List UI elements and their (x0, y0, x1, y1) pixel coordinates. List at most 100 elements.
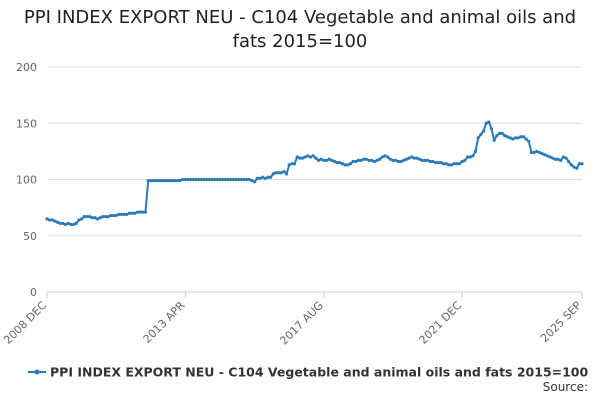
point (141, 210, 145, 214)
point (69, 222, 73, 227)
point (505, 135, 510, 139)
point (231, 177, 235, 182)
point (473, 149, 478, 153)
point (287, 163, 291, 167)
point (457, 162, 462, 166)
point (119, 212, 124, 216)
point (561, 155, 565, 159)
point (298, 156, 302, 160)
point (90, 216, 94, 220)
series-line (46, 120, 582, 226)
point (492, 138, 496, 142)
point (98, 216, 102, 220)
point (428, 159, 432, 164)
point (508, 136, 512, 140)
point (292, 162, 297, 166)
point (386, 155, 390, 159)
point (351, 159, 355, 164)
point (117, 212, 121, 216)
point (133, 211, 137, 215)
point (101, 215, 105, 219)
point (93, 216, 97, 220)
point (143, 210, 148, 214)
point (420, 158, 424, 162)
point (322, 158, 326, 162)
point (529, 150, 534, 155)
point (348, 162, 353, 166)
point (481, 129, 486, 133)
point (234, 177, 238, 182)
point (103, 215, 108, 219)
point (380, 155, 384, 159)
point (500, 131, 504, 135)
point (239, 177, 243, 182)
point (354, 159, 358, 164)
point (527, 139, 531, 143)
point (316, 158, 321, 162)
legend-marker (34, 369, 40, 375)
point (167, 179, 172, 183)
point (431, 159, 435, 164)
point (532, 150, 536, 155)
point (495, 134, 499, 138)
point (306, 154, 310, 158)
point (572, 165, 576, 169)
point (295, 155, 299, 159)
point (340, 162, 345, 166)
x-tick-label: 2021 DEC (417, 299, 465, 347)
point (181, 177, 185, 182)
point (404, 157, 408, 161)
point (56, 220, 60, 224)
point (330, 158, 334, 162)
point (50, 218, 54, 222)
point (441, 162, 446, 166)
point (439, 161, 443, 165)
point (186, 177, 190, 182)
point (58, 221, 62, 225)
point (434, 161, 438, 165)
point (170, 179, 174, 183)
point (356, 158, 361, 162)
point (237, 177, 241, 182)
y-tick-label: 0 (30, 286, 37, 299)
point (130, 211, 134, 215)
point (207, 177, 211, 182)
point (183, 177, 188, 182)
point (114, 213, 118, 218)
point (567, 159, 571, 164)
point (519, 135, 523, 139)
point (64, 222, 68, 227)
y-tick-label: 150 (16, 117, 37, 130)
point (540, 152, 544, 156)
point (426, 158, 430, 162)
point (364, 157, 369, 161)
point (165, 179, 169, 183)
point (367, 158, 371, 162)
point (61, 221, 65, 225)
point (375, 158, 379, 162)
point (548, 155, 552, 159)
point (154, 179, 158, 183)
point (551, 156, 555, 160)
point (72, 222, 76, 227)
point (343, 163, 347, 167)
point (410, 155, 414, 159)
point (151, 179, 156, 183)
point (258, 176, 262, 180)
x-tick-label: 2008 DEC (1, 299, 49, 347)
point (274, 171, 278, 175)
point (146, 179, 150, 183)
point (394, 158, 398, 162)
point (87, 215, 92, 219)
point (189, 177, 193, 182)
point (402, 158, 406, 162)
point (444, 162, 448, 166)
point (513, 136, 518, 140)
point (359, 158, 363, 162)
point (268, 175, 273, 179)
point (250, 179, 254, 183)
point (314, 156, 318, 160)
point (511, 137, 515, 141)
point (106, 215, 110, 219)
